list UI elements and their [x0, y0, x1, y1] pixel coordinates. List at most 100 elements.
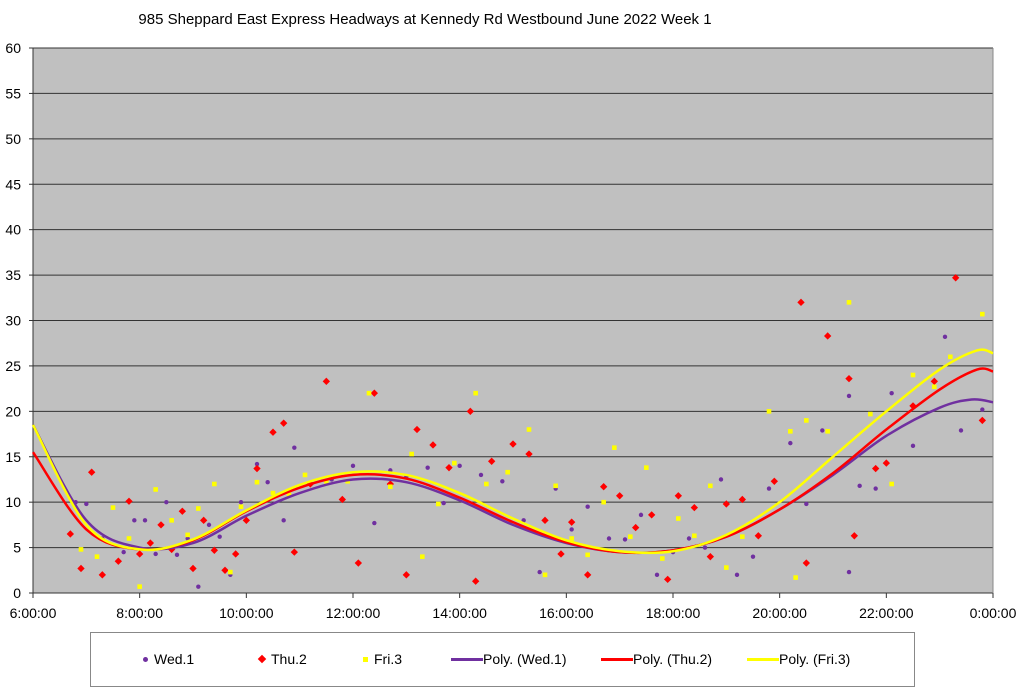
data-point-thu — [471, 577, 480, 585]
data-point-fri — [740, 534, 745, 539]
circle-marker-icon — [143, 656, 148, 662]
data-point-fri — [585, 552, 590, 558]
data-point-thu — [567, 518, 576, 526]
data-point-wed — [500, 479, 505, 484]
data-point-fri — [692, 533, 697, 539]
trendline-poly-fri-3- — [31, 348, 994, 555]
data-point-wed — [185, 536, 190, 541]
data-point-thu — [125, 497, 133, 505]
y-tick-label: 45 — [5, 176, 21, 192]
data-point-thu — [599, 483, 608, 491]
data-point-fri — [526, 427, 532, 432]
legend-label: Poly. (Thu.2) — [633, 651, 713, 667]
legend-label: Poly. (Fri.3) — [779, 651, 851, 667]
y-tick-label: 0 — [13, 585, 21, 601]
data-point-wed — [174, 552, 180, 558]
data-point-fri — [270, 490, 276, 496]
legend-label: Fri.3 — [374, 651, 402, 667]
data-point-thu — [269, 428, 277, 436]
data-point-wed — [804, 501, 809, 507]
data-point-wed — [254, 461, 260, 467]
y-tick-label: 40 — [5, 222, 21, 238]
y-tick-label: 15 — [5, 449, 21, 465]
data-point-thu — [445, 463, 453, 472]
data-point-thu — [797, 298, 805, 307]
data-point-thu — [221, 566, 229, 574]
data-point-thu — [978, 416, 987, 425]
data-point-wed — [372, 520, 377, 526]
data-point-thu — [706, 552, 715, 561]
data-point-wed — [873, 486, 878, 491]
data-point-wed — [606, 536, 612, 541]
data-point-wed — [622, 537, 628, 542]
data-point-wed — [686, 536, 692, 541]
data-point-fri — [910, 372, 916, 378]
data-point-fri — [788, 429, 793, 434]
data-point-wed — [153, 551, 158, 557]
data-point-fri — [137, 584, 142, 589]
data-point-fri — [846, 300, 852, 305]
data-point-thu — [279, 419, 288, 427]
data-point-thu — [722, 500, 731, 508]
data-point-fri — [436, 501, 441, 507]
x-tick-label: 20:00:00 — [752, 605, 807, 621]
data-point-thu — [823, 332, 832, 340]
chart-title: 985 Sheppard East Express Headways at Ke… — [138, 11, 711, 28]
legend: Wed.1 Thu.2 Fri.3 Poly. (Wed.1) Poly. (T… — [90, 632, 915, 687]
x-tick-label: 10:00:00 — [219, 605, 274, 621]
data-point-thu — [663, 575, 672, 584]
data-point-wed — [132, 518, 137, 523]
data-point-fri — [505, 469, 510, 475]
data-point-fri — [484, 481, 489, 487]
data-point-thu — [850, 532, 859, 540]
headway-chart: 985 Sheppard East Express Headways at Ke… — [5, 11, 1017, 621]
data-point-wed — [718, 477, 724, 482]
data-point-fri — [196, 506, 201, 511]
data-point-wed — [121, 549, 126, 555]
data-point-fri — [676, 516, 681, 521]
data-point-fri — [228, 569, 233, 575]
data-point-thu — [402, 571, 411, 579]
data-point-wed — [958, 428, 964, 433]
data-point-thu — [466, 407, 475, 416]
data-point-thu — [87, 468, 96, 476]
data-point-fri — [948, 354, 953, 360]
legend-thu: Thu.2 — [257, 651, 307, 667]
data-point-thu — [370, 389, 379, 397]
data-point-thu — [525, 450, 533, 458]
data-point-wed — [820, 428, 825, 433]
data-point-thu — [413, 425, 421, 434]
data-point-wed — [281, 518, 286, 523]
data-point-wed — [734, 572, 740, 578]
data-point-wed — [142, 518, 148, 523]
data-point-fri — [889, 481, 894, 487]
y-tick-label: 25 — [5, 358, 21, 374]
data-point-fri — [628, 534, 633, 539]
data-point-wed — [980, 407, 985, 412]
data-point-wed — [638, 512, 644, 518]
data-point-fri — [153, 487, 158, 492]
data-point-fri — [254, 479, 260, 485]
data-point-wed — [889, 390, 894, 396]
x-tick-label: 16:00:00 — [539, 605, 594, 621]
data-point-thu — [253, 464, 261, 473]
data-point-fri — [473, 390, 478, 396]
data-point-fri — [825, 429, 830, 434]
data-point-fri — [793, 575, 798, 580]
data-point-fri — [286, 492, 292, 498]
x-tick-label: 8:00:00 — [116, 605, 163, 621]
data-point-fri — [169, 518, 174, 523]
data-point-fri — [324, 478, 329, 484]
x-tick-label: 0:00:00 — [970, 605, 1017, 621]
data-point-thu — [845, 374, 853, 383]
data-point-fri — [388, 484, 393, 490]
data-point-wed — [766, 486, 772, 491]
data-point-wed — [846, 393, 852, 399]
legend-fri: Fri.3 — [363, 651, 402, 667]
y-tick-label: 10 — [5, 494, 21, 510]
data-point-fri — [601, 499, 606, 505]
y-tick-label: 30 — [5, 313, 21, 329]
data-point-thu — [754, 532, 763, 540]
data-point-thu — [541, 516, 549, 525]
data-point-fri — [868, 411, 873, 417]
